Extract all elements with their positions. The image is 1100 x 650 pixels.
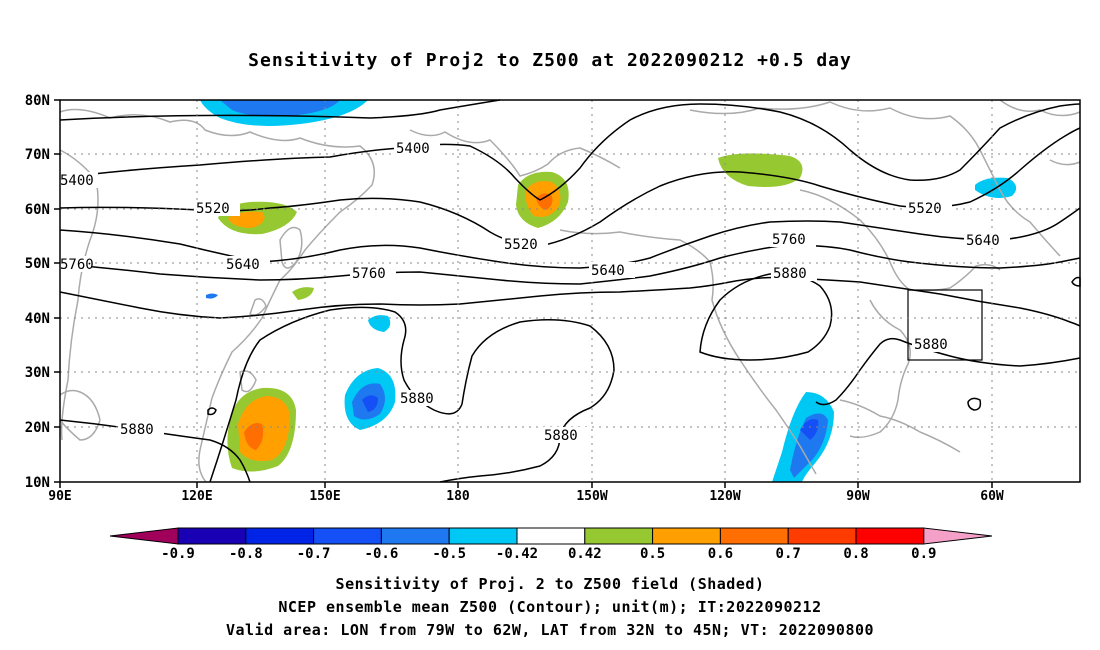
colorbar-segment — [787, 527, 857, 545]
lat-label: 80N — [25, 93, 50, 109]
contour-5880-east — [815, 337, 1081, 406]
contour-small-ring — [207, 407, 217, 416]
lat-label: 60N — [25, 202, 50, 218]
colorbar-tick-label: 0.6 — [708, 546, 733, 562]
colorbar-tick-label: 0.7 — [776, 546, 801, 562]
lon-label: 150E — [309, 489, 340, 504]
contour-label: 5640 — [591, 263, 625, 279]
positive-blob-philippine-sea-core — [244, 423, 264, 450]
contour-label: 5880 — [120, 422, 154, 438]
colorbar-segment — [516, 527, 586, 545]
latitude-labels: 80N 70N 60N 50N 40N 30N 20N 10N — [25, 93, 50, 491]
contour-5880-bermuda — [967, 397, 982, 411]
contour-5400 — [59, 103, 1081, 201]
colorbar-tick-label: -0.9 — [161, 546, 195, 562]
lat-label: 70N — [25, 147, 50, 163]
lat-label: 20N — [25, 420, 50, 436]
positive-blob-canada — [718, 153, 803, 187]
contour-label: 5400 — [396, 141, 430, 157]
colorbar-segment — [313, 527, 382, 545]
colorbar-segment — [448, 527, 518, 545]
contour-5880-west-pacific — [59, 419, 251, 483]
sensitivity-shading — [200, 100, 1017, 482]
caption-line-3: Valid area: LON from 79W to 62W, LAT fro… — [225, 621, 875, 639]
contour-label: 5880 — [400, 391, 434, 407]
negative-blob-tiny — [206, 293, 218, 299]
colorbar-tick-label: 0.9 — [911, 546, 936, 562]
colorbar-segment — [652, 527, 721, 545]
lon-label: 120E — [181, 489, 212, 504]
contour-5760 — [59, 244, 1081, 285]
lat-label: 40N — [25, 311, 50, 327]
contour-label: 5880 — [773, 266, 807, 282]
colorbar-tick-label: 0.42 — [568, 546, 602, 562]
lon-label: 60W — [980, 489, 1004, 504]
valid-area-box — [907, 289, 983, 361]
contour-label: 5640 — [226, 257, 260, 273]
lon-label: 90W — [846, 489, 870, 504]
colorbar-arrow-left — [109, 527, 179, 545]
contour-label: 5520 — [504, 237, 538, 253]
lon-label: 180 — [446, 489, 470, 504]
longitude-labels: 90E 120E 150E 180 150W 120W 90W 60W — [48, 489, 1004, 504]
tick-marks — [54, 99, 993, 488]
colorbar-segment — [719, 527, 789, 545]
negative-blob-mexico-inner — [790, 413, 828, 478]
contour-5520 — [59, 127, 1081, 247]
contour-label: 5520 — [196, 201, 230, 217]
negative-blob-mexico-core — [800, 419, 819, 440]
colorbar — [109, 527, 993, 545]
colorbar-tick-label: 0.5 — [640, 546, 665, 562]
contour-5880-us-high — [699, 273, 833, 361]
colorbar-segment — [855, 527, 925, 545]
lon-label: 150W — [576, 489, 607, 504]
colorbar-segment — [584, 527, 654, 545]
colorbar-arrow-right — [923, 527, 993, 545]
colorbar-segment — [177, 527, 247, 545]
lon-label: 120W — [709, 489, 740, 504]
contour-5640 — [59, 207, 1081, 269]
chart-title: Sensitivity of Proj2 to Z500 at 20220902… — [248, 50, 852, 71]
contour-5880-north — [59, 276, 1081, 327]
negative-blob-central-pacific-core — [362, 395, 378, 412]
lat-label: 50N — [25, 256, 50, 272]
colorbar-tick-label: -0.42 — [496, 546, 538, 562]
negative-blob-north-pacific — [368, 315, 391, 332]
coastlines — [59, 99, 1081, 483]
lat-label: 10N — [25, 475, 50, 491]
contour-5400-north — [59, 99, 501, 121]
colorbar-tick-label: 0.8 — [843, 546, 868, 562]
colorbar-tick-label: -0.5 — [432, 546, 466, 562]
contour-label: 5760 — [60, 257, 94, 273]
colorbar-segment — [245, 527, 315, 545]
contour-label: 5520 — [908, 201, 942, 217]
negative-blob-top-inner — [220, 100, 340, 117]
caption-line-2: NCEP ensemble mean Z500 (Contour); unit(… — [278, 598, 822, 616]
map-frame — [59, 99, 1081, 483]
contour-edge-ring — [1071, 276, 1081, 287]
contour-label: 5880 — [914, 337, 948, 353]
caption-line-1: Sensitivity of Proj. 2 to Z500 field (Sh… — [335, 575, 765, 593]
colorbar-tick-label: -0.6 — [365, 546, 399, 562]
contour-label: 5640 — [966, 233, 1000, 249]
positive-blob-small — [292, 287, 314, 300]
contour-label-group: 5400 5400 5520 5520 5520 5640 5640 5640 … — [60, 140, 1010, 444]
colorbar-segment — [380, 527, 450, 545]
contour-label: 5880 — [544, 428, 578, 444]
lat-label: 30N — [25, 365, 50, 381]
contour-label: 5760 — [772, 232, 806, 248]
contour-label: 5400 — [60, 173, 94, 189]
colorbar-tick-label: -0.8 — [229, 546, 263, 562]
colorbar-labels: -0.9 -0.8 -0.7 -0.6 -0.5 -0.42 0.42 0.5 0.6 0.7 0.… — [161, 546, 936, 562]
positive-blob-alaska-red — [536, 193, 553, 210]
contour-label: 5760 — [352, 266, 386, 282]
lon-label: 90E — [48, 489, 71, 504]
colorbar-tick-label: -0.7 — [297, 546, 331, 562]
